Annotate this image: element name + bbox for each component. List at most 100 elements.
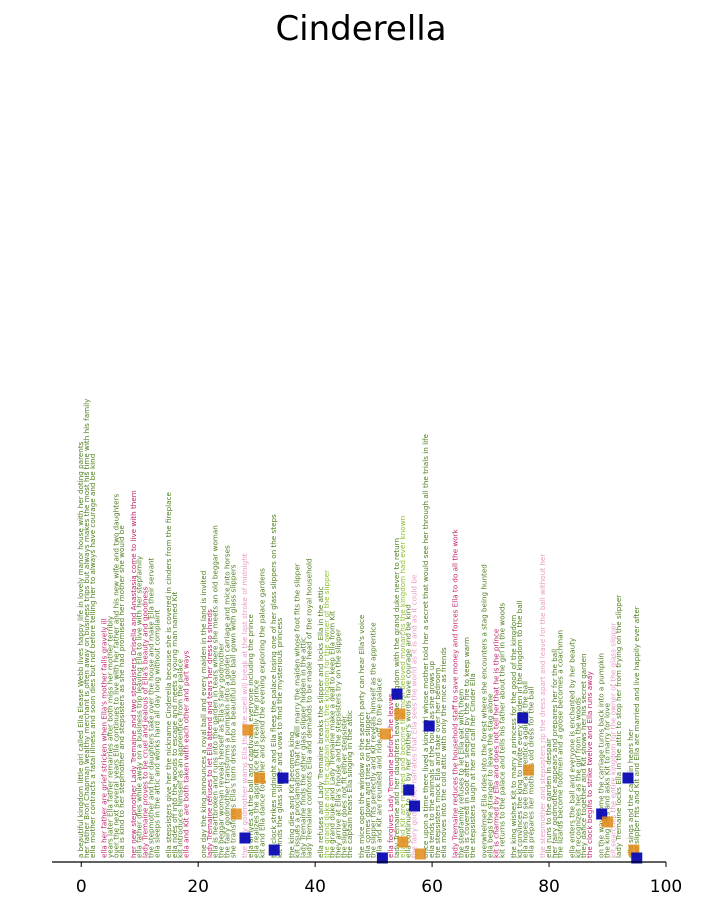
sentence-label: ella her father are grief stricken when … — [100, 618, 109, 858]
sentence-label: over the next several years Ella continu… — [111, 494, 120, 858]
sentence-label: the stepmother and stepsisters rip the d… — [538, 554, 547, 858]
data-marker — [230, 808, 242, 820]
x-axis-ticks: 0 20 40 60 80 100 — [76, 862, 682, 897]
sentence-label: the king dies and Kit becomes king — [287, 732, 296, 858]
sentence-label: lady Tremaine finds the other glass slip… — [298, 637, 307, 858]
sentence-label: the king wishes Kit to marry a princess … — [509, 615, 518, 858]
data-marker — [423, 720, 435, 732]
sentence-label: she transforms Ella's torn dress into a … — [228, 564, 237, 858]
sentence-label: kit recognizes her as the girl from the … — [573, 697, 582, 858]
sentence-label: a beautiful kingdom little girl called E… — [76, 441, 85, 858]
sentence-label: the slipper does not fit either stepsist… — [339, 716, 348, 858]
sentence-label: lady Tremaine refuses to let Ella attend… — [205, 609, 214, 858]
x-tick-label: 20 — [187, 877, 209, 897]
sentence-label: ella is covered in soot after sleeping b… — [462, 637, 471, 858]
sentence-label: the fairy godmother transforms a pumpkin… — [222, 545, 231, 858]
sentence-label: lady Tremaine locks Ella in the attic to… — [614, 595, 623, 858]
x-tick-label: 0 — [76, 877, 87, 897]
sentence-label: kit convinces the king to invite every m… — [515, 600, 524, 858]
sentence-label: ella refuses and Lady Tremaine breaks th… — [316, 586, 325, 858]
sentence-label: kit issues a proclamation that he will m… — [293, 563, 302, 858]
sentence-label: the king dies and asks Kit to marry for … — [603, 702, 612, 858]
sentence-label: ella rides off into the woods to escape … — [170, 592, 179, 858]
sentence-label: the slipper fits perfectly and Kit revea… — [369, 622, 378, 858]
sentence-label: her fairy godmother appears and prepares… — [550, 649, 559, 858]
data-marker — [239, 832, 251, 844]
data-marker — [379, 728, 391, 740]
sentence-labels: a beautiful kingdom little girl called E… — [76, 398, 641, 858]
data-markers — [230, 688, 643, 864]
data-marker — [277, 772, 289, 784]
sentence-label: overwhelmed Ella rides into the forest w… — [480, 564, 489, 858]
sentence-label: they arrive at Ella's house and the step… — [334, 629, 343, 858]
sentence-label: kit is charmed by Ella and does not tell… — [491, 628, 500, 858]
data-marker — [523, 764, 535, 776]
x-tick-label: 80 — [538, 877, 560, 897]
sentence-label: ella moves into the cold attic with only… — [439, 647, 448, 858]
sentence-label: ella mother contracts a fatal illness an… — [88, 454, 97, 858]
data-marker — [391, 688, 403, 700]
sentence-label: the grand duke and Lady Tremaine make a … — [328, 611, 337, 858]
sentence-label: ella sings and the captain hears her — [626, 729, 635, 858]
data-marker — [631, 852, 643, 864]
sentence-label: the lizards become footmen and a goose b… — [556, 630, 565, 858]
x-tick-label: 100 — [650, 877, 682, 897]
sentence-label: ella stepsisters give her the nickname C… — [164, 491, 173, 858]
data-marker — [414, 848, 426, 860]
sentence-label: the stepfamily refuses to let Ella eat w… — [456, 689, 465, 858]
data-marker — [242, 724, 254, 736]
sentence-label: kit and Ella dance together and spend th… — [258, 568, 267, 858]
sentence-label: ella and Kit are married and become the … — [398, 516, 407, 858]
data-marker — [517, 712, 529, 724]
data-marker — [254, 772, 266, 784]
data-marker — [628, 844, 640, 856]
sentence-label: ella father dies while away on a busines… — [135, 555, 144, 858]
data-marker — [596, 808, 608, 820]
sentence-label: ella and Kit are both taken with each ot… — [181, 650, 190, 858]
sentence-label: kit returns to the palace and tells his … — [497, 602, 506, 858]
sentence-label: the captain hears Ella singing in the at… — [345, 710, 354, 858]
sentence-label: the stepsisters mock Ella and take over … — [433, 667, 442, 858]
sentence-label: the stepsisters laugh at her and call he… — [468, 673, 477, 858]
data-marker — [397, 836, 409, 848]
data-marker — [409, 800, 421, 812]
sentence-label: her father Bron Chapman wealthy merchant… — [82, 398, 91, 858]
sentence-label: ella begs the stranger to leave the stag… — [486, 693, 495, 858]
sentence-label: years later Ella father remarries after … — [105, 615, 114, 858]
sentence-label: ella realizes the apprentice Kit is real… — [252, 679, 261, 858]
sentence-label: the fairy godmother warns Ella that the … — [240, 553, 249, 858]
sentence-label: ella tends to the animals of the house a… — [427, 661, 436, 858]
sentence-label: ella is heartbroken and runs into the ga… — [211, 525, 220, 858]
x-tick-label: 40 — [304, 877, 326, 897]
sentence-label: ella sleeps in the attic and works hard … — [152, 610, 161, 858]
sentence-label: ella is kind to her stepmother and steps… — [117, 525, 126, 858]
sentence-label: her new stepmother Lady Tremaine and two… — [129, 490, 138, 858]
sentence-label: the clock begins to strike twelve and El… — [585, 671, 594, 858]
sentence-label: once upon a time there lived a kind girl… — [421, 433, 430, 858]
sentence-label: they dance together and Kit shows her hi… — [579, 653, 588, 858]
sentence-label: one day the king announces a royal ball … — [199, 571, 208, 858]
sentence-label: ella enters the ball and everyone is enc… — [567, 637, 576, 858]
sentence-label: kit searches the entire kingdom for the … — [608, 622, 617, 858]
sentence-label: the slipper fits and Kit and Ella are ma… — [632, 606, 641, 858]
data-marker — [268, 844, 280, 856]
x-tick-label: 60 — [421, 877, 443, 897]
sentence-label: lady Tremaine proves to be cruel and jea… — [141, 586, 150, 858]
sentence-label: kit finds the glass slipper and vows to … — [275, 617, 284, 858]
sentence-label: the mice open the window so the search p… — [357, 614, 366, 858]
data-marker — [376, 852, 388, 864]
sentence-label: the fairy godmother narrates that Ella s… — [410, 574, 419, 858]
sentence-label: on the way home the carriage turns back … — [597, 653, 606, 858]
sentence-label: ella forgives Lady Tremaine before she l… — [386, 693, 395, 858]
sentence-label: kit introduces himself as an apprentice … — [176, 658, 185, 858]
sentence-label: the beggar woman reveals herself as Ella… — [217, 643, 226, 858]
data-marker — [622, 772, 634, 784]
data-marker — [403, 784, 415, 796]
sentence-label: lady Tremaine reduces the household staf… — [450, 528, 459, 858]
sentence-label: the stepmother and her daughters take ov… — [146, 557, 155, 858]
sentence-label: the grand duke and the captain search th… — [322, 570, 331, 858]
sentence-label: ella comes down and tries on the slipper — [363, 712, 372, 858]
chart-title: Cinderella — [275, 9, 446, 49]
sentence-label: the clock strikes midnight and Ella flee… — [269, 514, 278, 858]
